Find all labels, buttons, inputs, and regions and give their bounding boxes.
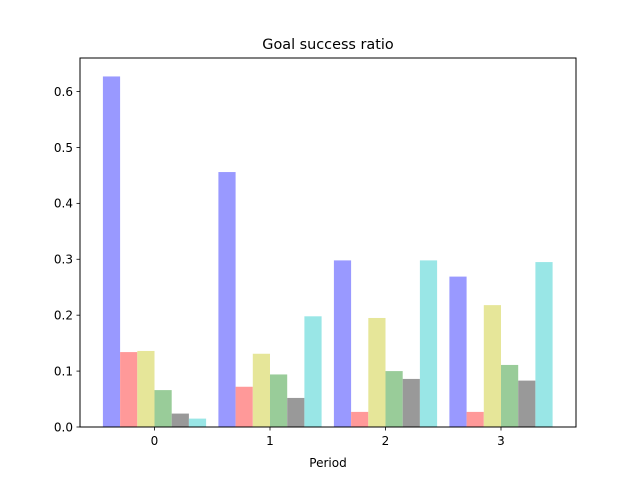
bar <box>154 390 172 427</box>
y-tick-label: 0.0 <box>54 420 73 434</box>
x-tick-label: 0 <box>151 434 159 448</box>
bar <box>402 378 420 427</box>
bar <box>483 305 501 427</box>
bars <box>102 76 553 427</box>
bar <box>351 411 369 427</box>
bar <box>385 371 403 427</box>
y-tick-label: 0.1 <box>54 364 73 378</box>
bar <box>252 353 270 427</box>
bar <box>235 386 253 427</box>
bar <box>120 352 138 427</box>
plot-frame <box>79 57 577 428</box>
bar <box>501 364 519 427</box>
bar <box>419 260 438 427</box>
bar <box>287 397 305 427</box>
y-axis: 0.0 0.1 0.2 0.3 0.4 0.5 0.6 <box>54 85 80 434</box>
y-tick-label: 0.2 <box>54 308 73 322</box>
bar <box>304 316 322 427</box>
y-tick-label: 0.4 <box>54 197 73 211</box>
x-tick-label: 3 <box>497 434 505 448</box>
bar <box>270 374 288 427</box>
bar <box>333 260 352 427</box>
bar <box>368 317 386 427</box>
x-tick-label: 1 <box>266 434 274 448</box>
chart-title: Goal success ratio <box>262 37 394 53</box>
x-tick-label: 2 <box>382 434 390 448</box>
bar <box>188 418 207 427</box>
bar <box>137 350 155 427</box>
bar <box>449 276 467 427</box>
y-tick-label: 0.6 <box>54 85 73 99</box>
y-tick-label: 0.3 <box>54 253 73 267</box>
bar <box>102 76 121 427</box>
bar <box>171 413 189 427</box>
bar <box>518 380 536 427</box>
bar <box>535 262 553 427</box>
y-tick-label: 0.5 <box>54 141 73 155</box>
x-axis-label: Period <box>309 456 346 470</box>
bar <box>218 172 236 427</box>
bar <box>466 411 484 427</box>
x-axis: 0 1 2 3 <box>151 427 505 448</box>
